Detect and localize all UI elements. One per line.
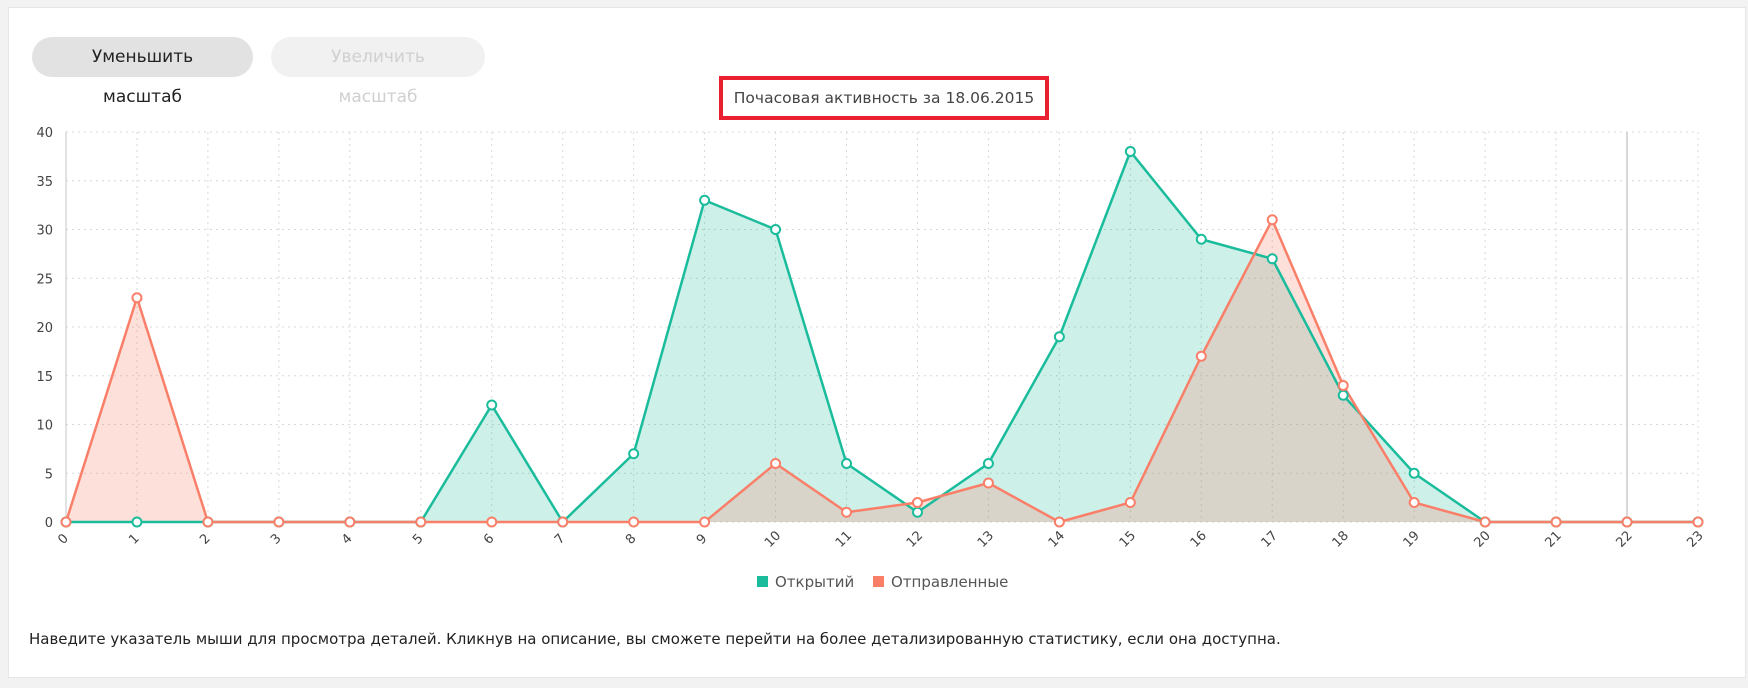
- x-axis-ticks: 0 1 2 3 4 5 6 7 8 9 10 11 12 13 14 15 16 17 18 19 20 21 22 23: [55, 528, 1706, 550]
- x-tick-label-16: 16: [1188, 528, 1210, 550]
- legend-label-sent: Отправленные: [891, 573, 1009, 591]
- point-series-0-x9[interactable]: [699, 194, 711, 206]
- x-tick-label-6: 6: [481, 531, 497, 547]
- x-tick-label-13: 13: [975, 528, 997, 550]
- legend: Открытий Отправленные: [757, 573, 1022, 591]
- y-tick-label-15: 15: [36, 370, 53, 385]
- point-series-1-x17[interactable]: [1266, 214, 1278, 226]
- y-tick-label-0: 0: [45, 516, 53, 531]
- point-series-1-x16[interactable]: [1195, 350, 1207, 362]
- point-series-0-x14[interactable]: [1053, 331, 1065, 343]
- x-tick-label-7: 7: [552, 531, 568, 547]
- x-tick-label-18: 18: [1330, 528, 1352, 550]
- x-tick-label-2: 2: [197, 531, 213, 547]
- x-tick-label-9: 9: [694, 531, 710, 547]
- y-tick-label-40: 40: [36, 126, 53, 141]
- y-axis-ticks: 0 5 10 15 20 25 30 35 40: [36, 126, 53, 531]
- point-series-1-x7[interactable]: [557, 516, 569, 528]
- legend-swatch-opened: [757, 576, 768, 587]
- point-series-0-x17[interactable]: [1266, 253, 1278, 265]
- x-tick-label-23: 23: [1684, 528, 1706, 550]
- point-series-1-x12[interactable]: [911, 497, 923, 508]
- y-tick-label-25: 25: [36, 272, 53, 287]
- point-series-0-x6[interactable]: [486, 399, 498, 411]
- point-series-1-x3[interactable]: [273, 516, 285, 528]
- legend-swatch-sent: [873, 576, 884, 587]
- x-tick-label-0: 0: [55, 531, 71, 547]
- point-series-0-x8[interactable]: [628, 448, 640, 460]
- point-series-0-x10[interactable]: [770, 224, 782, 235]
- point-series-1-x20[interactable]: [1479, 516, 1491, 528]
- point-series-1-x22[interactable]: [1621, 516, 1633, 528]
- x-tick-label-12: 12: [904, 528, 926, 550]
- x-tick-label-5: 5: [410, 531, 426, 547]
- legend-label-opened: Открытий: [775, 573, 855, 591]
- line-series-1: [64, 218, 1698, 524]
- point-series-0-x1[interactable]: [131, 516, 143, 528]
- legend-item-sent[interactable]: Отправленные: [873, 573, 1008, 591]
- point-series-0-x11[interactable]: [841, 458, 853, 469]
- x-tick-label-10: 10: [762, 528, 784, 550]
- series-lines: [64, 150, 1698, 524]
- point-series-1-x5[interactable]: [415, 516, 427, 528]
- x-tick-label-1: 1: [126, 531, 142, 547]
- x-tick-label-17: 17: [1259, 528, 1281, 550]
- y-tick-label-35: 35: [36, 175, 53, 190]
- x-tick-label-4: 4: [339, 531, 355, 547]
- point-series-1-x15[interactable]: [1124, 497, 1136, 508]
- x-tick-label-20: 20: [1472, 528, 1494, 550]
- y-tick-label-5: 5: [45, 467, 53, 482]
- grid: [65, 131, 1699, 523]
- point-series-0-x12[interactable]: [911, 506, 923, 518]
- point-series-1-x14[interactable]: [1053, 516, 1065, 528]
- point-series-1-x21[interactable]: [1550, 516, 1562, 528]
- y-tick-label-30: 30: [36, 224, 53, 239]
- point-series-1-x13[interactable]: [982, 477, 994, 489]
- point-series-0-x15[interactable]: [1124, 146, 1136, 157]
- x-tick-label-22: 22: [1613, 528, 1635, 550]
- point-series-1-x23[interactable]: [1692, 516, 1704, 528]
- y-tick-label-20: 20: [36, 321, 53, 336]
- point-series-1-x6[interactable]: [486, 516, 498, 528]
- point-series-1-x19[interactable]: [1408, 497, 1420, 508]
- legend-item-opened[interactable]: Открытий: [757, 573, 854, 591]
- line-series-0: [66, 150, 1698, 524]
- chart-title: Почасовая активность за 18.06.2015: [719, 76, 1049, 120]
- point-series-0-x13[interactable]: [982, 458, 994, 469]
- point-series-1-x18[interactable]: [1337, 380, 1349, 391]
- point-series-1-x9[interactable]: [699, 516, 711, 528]
- x-tick-label-21: 21: [1542, 528, 1564, 550]
- x-tick-label-3: 3: [268, 531, 284, 547]
- point-series-1-x8[interactable]: [628, 516, 640, 528]
- zoom-in-button[interactable]: Увеличить масштаб: [271, 37, 485, 107]
- footnote-text: Наведите указатель мыши для просмотра де…: [29, 630, 1281, 648]
- series-areas: [66, 151, 1698, 522]
- point-series-1-x1[interactable]: [131, 292, 143, 304]
- y-tick-label-10: 10: [36, 419, 53, 434]
- point-series-1-x2[interactable]: [202, 516, 214, 528]
- x-tick-label-15: 15: [1117, 528, 1139, 550]
- point-series-1-x11[interactable]: [841, 506, 853, 518]
- zoom-out-button[interactable]: Уменьшить масштаб: [32, 37, 253, 107]
- x-tick-label-11: 11: [833, 528, 855, 550]
- point-series-0-x19[interactable]: [1408, 467, 1420, 479]
- area-series-0: [66, 151, 1698, 522]
- point-series-1-x10[interactable]: [770, 458, 782, 469]
- point-series-1-x0[interactable]: [60, 516, 72, 528]
- x-tick-label-19: 19: [1401, 528, 1423, 550]
- x-tick-label-8: 8: [623, 531, 639, 547]
- point-series-0-x18[interactable]: [1337, 389, 1349, 401]
- point-series-0-x16[interactable]: [1195, 233, 1207, 245]
- point-series-1-x4[interactable]: [344, 516, 356, 528]
- x-tick-label-14: 14: [1046, 528, 1068, 550]
- area-series-1: [66, 219, 1698, 522]
- series-points[interactable]: [60, 146, 1704, 528]
